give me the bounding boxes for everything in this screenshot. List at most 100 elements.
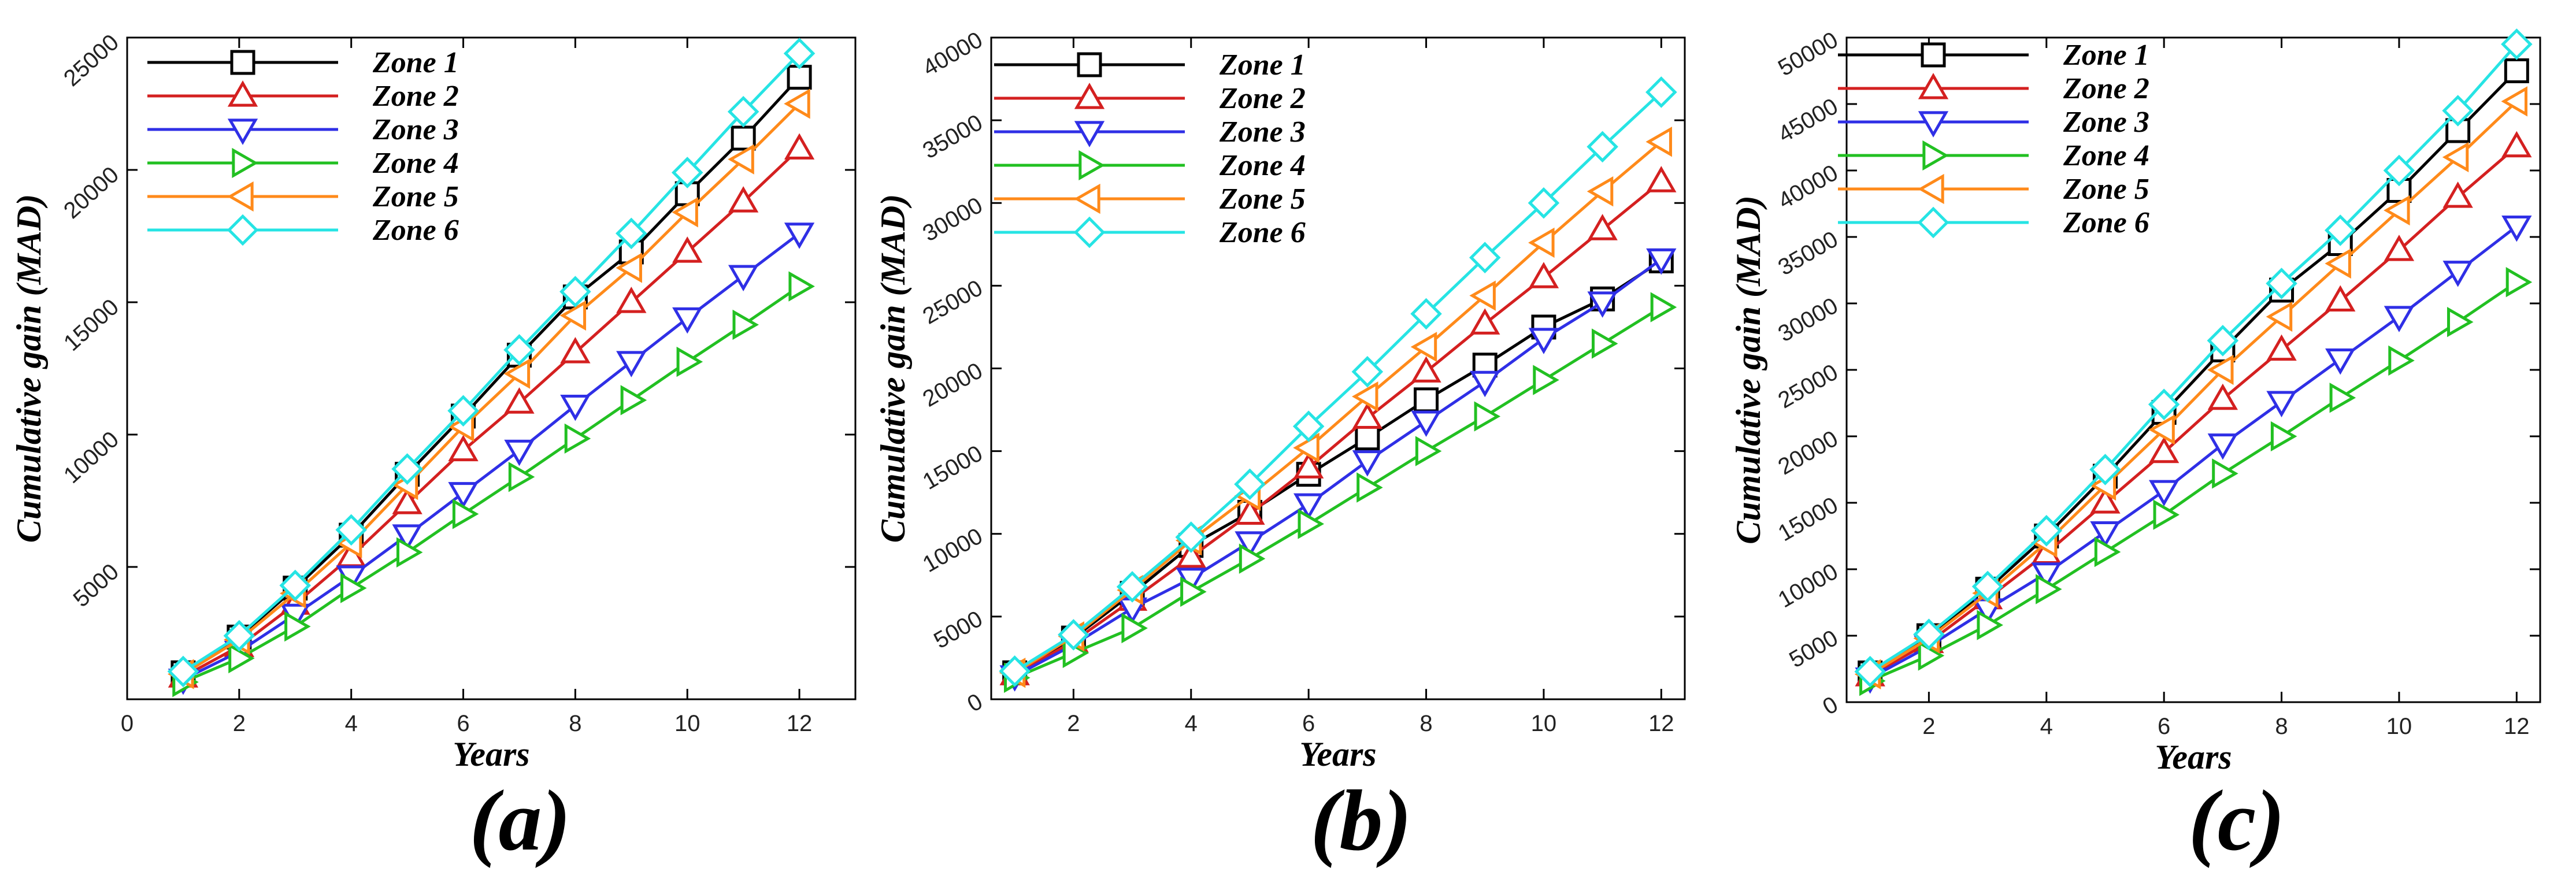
- data-point: [447, 395, 479, 427]
- data-point: [504, 439, 535, 466]
- series-5: [1854, 86, 2527, 689]
- data-point: [731, 125, 756, 151]
- data-point: [228, 643, 255, 674]
- data-point: [1411, 356, 1441, 383]
- data-point: [1293, 432, 1319, 463]
- data-point: [672, 307, 703, 334]
- series-3: [168, 222, 815, 695]
- data-point: [728, 265, 759, 292]
- data-point: [223, 620, 255, 652]
- data-point: [1469, 242, 1501, 273]
- data-point: [1470, 308, 1500, 335]
- data-point: [1587, 214, 1618, 240]
- data-point: [1293, 493, 1324, 520]
- data-point: [1176, 541, 1206, 568]
- series-line: [1869, 100, 2518, 676]
- x-axis-label: Years: [1299, 735, 1376, 773]
- data-point: [1469, 280, 1496, 311]
- data-point: [2324, 214, 2356, 246]
- series-6: [999, 76, 1677, 687]
- data-point: [2504, 58, 2529, 83]
- series-1: [171, 65, 812, 685]
- legend-marker: [227, 118, 258, 145]
- data-point: [1235, 531, 1265, 558]
- legend-marker: [227, 80, 258, 107]
- data-point: [2501, 131, 2532, 158]
- data-point: [1352, 402, 1383, 429]
- data-point: [1298, 509, 1325, 539]
- y-tick-label: 5000: [929, 606, 987, 654]
- data-point: [2325, 285, 2356, 312]
- legend-marker: [1918, 111, 1949, 138]
- data-point: [391, 453, 423, 485]
- legend-label: Zone 5: [2063, 173, 2149, 206]
- series-5: [999, 127, 1672, 688]
- data-point: [1410, 332, 1437, 362]
- y-tick-label: 10000: [59, 426, 124, 488]
- data-point: [1645, 127, 1672, 157]
- data-point: [560, 337, 591, 364]
- data-point: [616, 351, 647, 377]
- data-point: [2442, 95, 2474, 127]
- data-point: [1533, 365, 1559, 395]
- data-point: [1293, 452, 1324, 479]
- data-point: [676, 346, 703, 377]
- x-tick-label: 8: [569, 711, 581, 736]
- data-point: [2266, 334, 2297, 361]
- legend-label: Zone 4: [372, 147, 459, 180]
- data-point: [1351, 355, 1384, 388]
- data-point: [284, 611, 311, 642]
- data-point: [335, 514, 367, 546]
- y-tick-label: 25000: [1774, 359, 1842, 414]
- y-tick-label: 20000: [918, 358, 987, 412]
- data-point: [999, 655, 1031, 687]
- x-tick-label: 0: [121, 711, 134, 736]
- data-point: [1587, 176, 1614, 207]
- series-2: [999, 166, 1677, 685]
- series-line: [182, 76, 800, 674]
- plot-frame: [1845, 36, 2541, 703]
- data-point: [788, 271, 815, 302]
- data-point: [2501, 86, 2527, 117]
- y-axis-label: Cumulative gain (MAD): [874, 194, 912, 543]
- data-point: [616, 253, 642, 283]
- y-axis-label: Cumulative gain (MAD): [1729, 195, 1767, 544]
- panel-label: (c): [2189, 773, 2285, 869]
- series-4: [1004, 292, 1677, 693]
- data-point: [279, 569, 312, 602]
- legend-label: Zone 2: [2063, 72, 2149, 105]
- data-point: [2153, 499, 2180, 530]
- data-point: [2089, 454, 2121, 485]
- x-axis-label: Years: [453, 735, 529, 773]
- data-point: [2030, 515, 2063, 547]
- legend-marker: [1074, 121, 1105, 147]
- data-point: [784, 88, 810, 119]
- data-point: [787, 65, 812, 90]
- series-line: [182, 232, 800, 681]
- legend-marker: [1078, 150, 1105, 181]
- data-point: [1292, 410, 1325, 442]
- legend-label: Zone 1: [1219, 49, 1306, 81]
- data-point: [1470, 370, 1500, 398]
- legend-label: Zone 3: [1219, 116, 1306, 149]
- x-tick-label: 2: [1922, 714, 1935, 739]
- data-point: [1645, 76, 1677, 108]
- data-point: [448, 482, 479, 509]
- data-point: [2383, 154, 2415, 187]
- data-point: [1587, 291, 1618, 318]
- data-point: [2325, 248, 2351, 279]
- legend-marker: [1918, 73, 1949, 99]
- series-4: [1859, 267, 2533, 696]
- legend-marker: [1921, 42, 1946, 68]
- data-point: [616, 217, 647, 250]
- data-point: [2266, 268, 2297, 299]
- data-point: [559, 276, 591, 307]
- data-point: [672, 197, 698, 228]
- y-axis-label: Cumulative gain (MAD): [10, 194, 48, 543]
- data-point: [504, 387, 535, 414]
- x-tick-label: 12: [787, 711, 813, 736]
- data-point: [1528, 328, 1559, 354]
